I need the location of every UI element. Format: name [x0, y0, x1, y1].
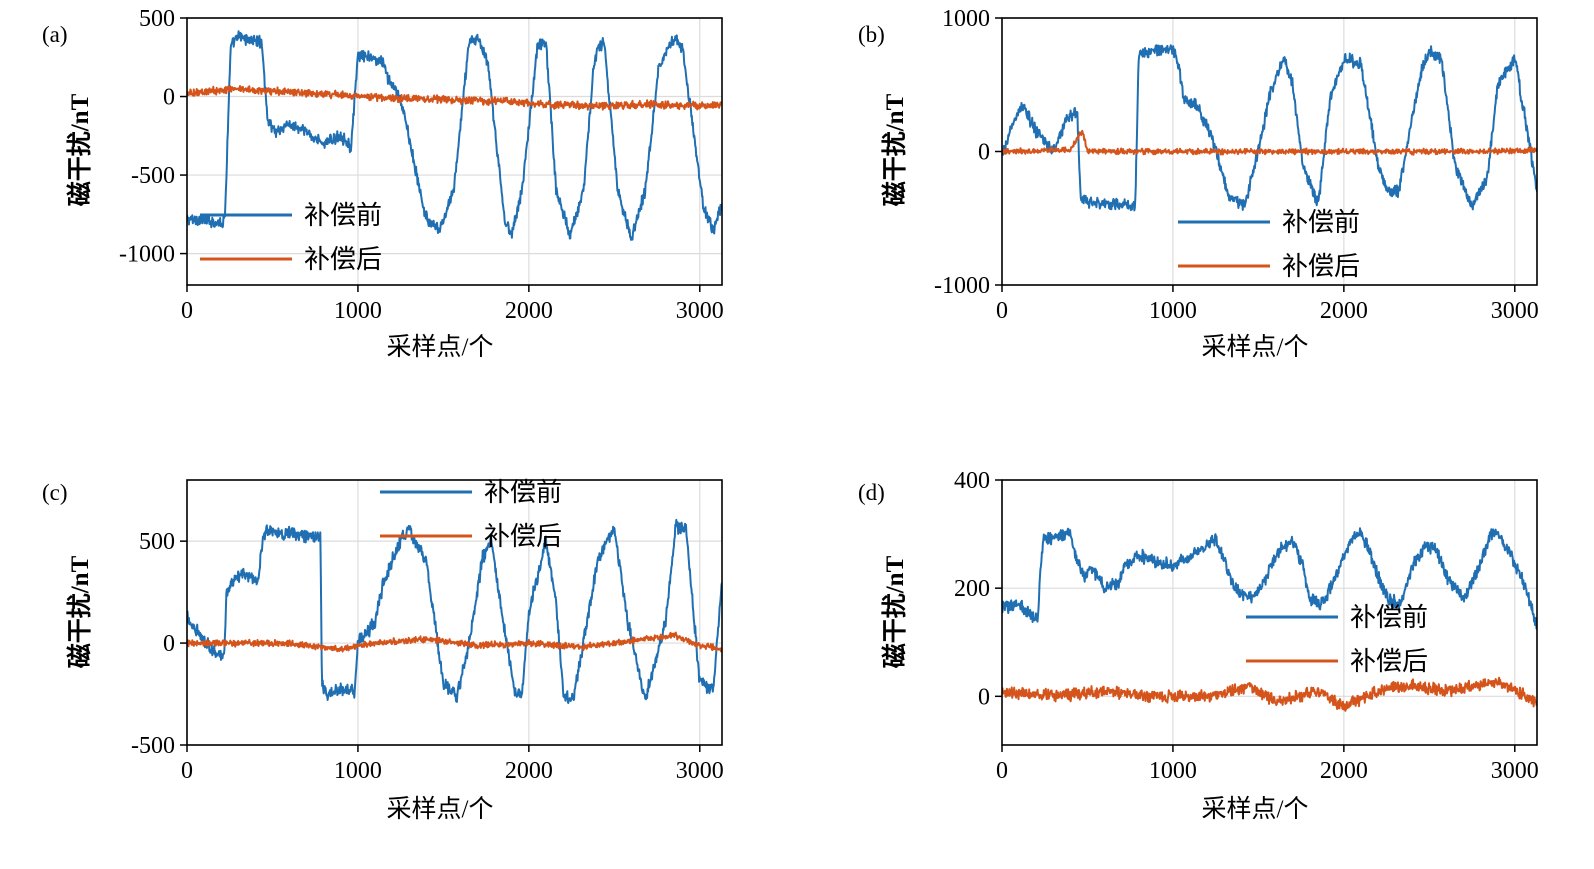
axes-frame [186, 479, 723, 746]
x-tick-label: 3000 [676, 758, 724, 784]
y-tick-label: -500 [131, 163, 175, 189]
y-axis-label: 磁干扰/nT [65, 93, 94, 206]
series-line-2 [1002, 129, 1537, 156]
x-tick-label: 0 [181, 758, 193, 784]
x-tick-label: 3000 [1491, 298, 1539, 324]
x-axis-label: 采样点/个 [1202, 333, 1309, 361]
plot-area [187, 518, 722, 704]
y-tick-label: -1000 [934, 273, 990, 299]
y-tick-label: 0 [163, 85, 175, 111]
x-tick-label: 1000 [1149, 758, 1197, 784]
y-tick-label: 0 [163, 631, 175, 657]
series-line-1 [187, 518, 722, 704]
x-tick-label: 0 [181, 298, 193, 324]
legend-label-1: 补偿前 [1282, 208, 1360, 237]
y-tick-label: 400 [954, 468, 990, 494]
legend-label-1: 补偿前 [1350, 603, 1428, 632]
plot-area [1002, 44, 1537, 212]
panel-label: (c) [42, 480, 68, 505]
x-tick-label: 0 [996, 758, 1008, 784]
x-tick-label: 0 [996, 298, 1008, 324]
series-line-2 [187, 631, 722, 653]
y-tick-label: 1000 [942, 6, 990, 32]
legend-label-1: 补偿前 [304, 201, 382, 230]
x-axis-label: 采样点/个 [1202, 795, 1309, 823]
y-axis-label: 磁干扰/nT [880, 555, 909, 668]
series-line-2 [1002, 676, 1537, 712]
x-tick-label: 2000 [505, 298, 553, 324]
x-tick-label: 1000 [334, 758, 382, 784]
x-tick-label: 3000 [676, 298, 724, 324]
y-axis-label: 磁干扰/nT [880, 93, 909, 206]
series-line-1 [1002, 44, 1537, 212]
panel-label: (d) [858, 480, 885, 505]
x-axis-label: 采样点/个 [387, 795, 494, 823]
series-line-1 [187, 30, 722, 241]
series-line-2 [187, 85, 722, 111]
y-tick-label: 200 [954, 576, 990, 602]
x-tick-label: 1000 [1149, 298, 1197, 324]
panel-label: (a) [42, 22, 68, 47]
legend-label-2: 补偿后 [1282, 252, 1360, 281]
x-tick-label: 2000 [1320, 758, 1368, 784]
axes-frame [1001, 479, 1538, 746]
axes-frame [186, 17, 723, 286]
x-tick-label: 2000 [505, 758, 553, 784]
plot-area [1002, 527, 1537, 712]
legend-label-2: 补偿后 [304, 245, 382, 274]
x-tick-label: 3000 [1491, 758, 1539, 784]
y-tick-label: -500 [131, 733, 175, 759]
x-tick-label: 1000 [334, 298, 382, 324]
y-axis-label: 磁干扰/nT [65, 555, 94, 668]
legend-label-2: 补偿后 [484, 522, 562, 551]
plot-area [187, 30, 722, 241]
y-tick-label: 500 [139, 529, 175, 555]
panel-label: (b) [858, 22, 885, 47]
y-tick-label: 0 [978, 140, 990, 166]
panel-a: 0 1000 2000 3000 500 0 -500 -1000 采样点/个 磁干扰/nT (a)… [42, 6, 724, 361]
y-tick-label: 0 [978, 684, 990, 710]
x-tick-label: 2000 [1320, 298, 1368, 324]
y-tick-label: -1000 [119, 242, 175, 268]
series-line-1 [1002, 527, 1537, 630]
x-axis-label: 采样点/个 [387, 333, 494, 361]
y-tick-label: 500 [139, 6, 175, 32]
legend-label-2: 补偿后 [1350, 647, 1428, 676]
panel-b: 0 1000 2000 300010000-1000采样点/个磁干扰/nT(b)补偿前… [858, 6, 1539, 361]
legend-label-1: 补偿前 [484, 478, 562, 507]
